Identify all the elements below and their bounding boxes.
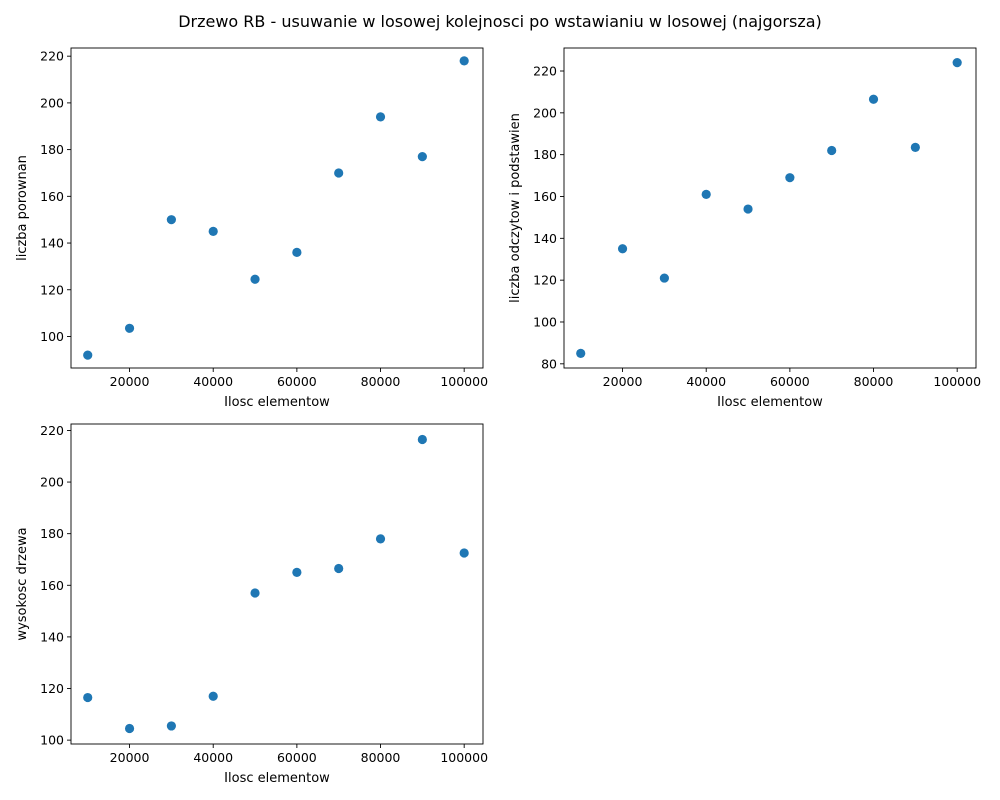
data-point: [868, 94, 879, 104]
data-point: [83, 692, 93, 703]
x-tick-label: 20000: [110, 374, 150, 389]
data-point: [375, 112, 386, 122]
y-axis-label: wysokosc drzewa: [15, 527, 30, 640]
x-tick-label: 80000: [361, 374, 401, 389]
data-point: [250, 588, 260, 598]
x-tick-label: 60000: [277, 750, 317, 765]
y-tick-label: 140: [40, 629, 64, 644]
data-point: [417, 434, 427, 445]
data-point: [617, 244, 628, 254]
y-tick-label: 180: [40, 526, 64, 541]
data-point: [292, 247, 302, 257]
y-tick-label: 220: [533, 64, 557, 79]
x-tick-label: 20000: [603, 374, 643, 389]
y-tick-label: 120: [40, 681, 64, 696]
y-tick-label: 140: [533, 231, 557, 246]
data-point: [785, 173, 795, 183]
data-point: [417, 152, 427, 162]
x-tick-label: 100000: [440, 750, 488, 765]
data-point: [375, 534, 386, 544]
x-tick-label: 100000: [933, 374, 981, 389]
x-tick-label: 40000: [193, 374, 233, 389]
y-tick-label: 160: [533, 189, 557, 204]
x-tick-label: 60000: [770, 374, 810, 389]
x-tick-label: 100000: [440, 374, 488, 389]
data-point: [827, 145, 837, 156]
x-tick-label: 20000: [110, 750, 150, 765]
x-tick-label: 60000: [277, 374, 317, 389]
data-point: [459, 548, 469, 558]
x-tick-label: 40000: [686, 374, 726, 389]
data-point: [208, 691, 218, 701]
y-tick-label: 140: [40, 236, 64, 251]
y-tick-label: 100: [40, 329, 64, 344]
y-tick-label: 200: [533, 105, 557, 120]
data-point: [250, 274, 260, 284]
y-tick-label: 180: [40, 142, 64, 157]
y-tick-label: 80: [541, 356, 557, 371]
axes-frame: [563, 47, 977, 369]
data-point: [576, 348, 586, 358]
data-point: [124, 723, 135, 734]
data-point: [208, 226, 218, 236]
x-axis-label: Ilosc elementow: [224, 395, 330, 410]
y-tick-label: 220: [40, 49, 64, 64]
x-tick-label: 80000: [854, 374, 894, 389]
y-tick-label: 160: [40, 578, 64, 593]
data-point: [292, 567, 302, 577]
x-tick-label: 40000: [193, 750, 233, 765]
y-tick-label: 120: [40, 282, 64, 297]
data-point: [83, 350, 93, 360]
y-tick-label: 160: [40, 189, 64, 204]
subplot-2: 20000 40000 60000 80000 100000 80 100 120 140 160…: [508, 47, 981, 410]
axes-frame: [70, 423, 484, 745]
figure-title: Drzewo RB - usuwanie w losowej kolejnosc…: [178, 12, 822, 31]
y-axis-label: liczba odczytow i podstawien: [508, 113, 523, 303]
data-point: [743, 204, 753, 214]
y-tick-label: 180: [533, 147, 557, 162]
data-point: [124, 323, 135, 333]
x-tick-label: 80000: [361, 750, 401, 765]
data-point: [334, 168, 344, 178]
data-point: [166, 215, 176, 225]
data-point: [334, 563, 344, 574]
y-tick-label: 120: [533, 273, 557, 288]
data-point: [701, 189, 711, 200]
y-tick-label: 200: [40, 95, 64, 110]
subplot-1: 20000 40000 60000 80000 100000 100 120 140 160 18…: [15, 47, 488, 410]
y-tick-label: 220: [40, 423, 64, 438]
data-point: [659, 273, 669, 283]
y-axis-label: liczba porownan: [15, 155, 30, 261]
y-tick-label: 100: [40, 733, 64, 748]
y-tick-label: 200: [40, 475, 64, 490]
x-axis-label: Ilosc elementow: [224, 771, 330, 786]
x-axis-label: Ilosc elementow: [717, 395, 823, 410]
subplot-3: 20000 40000 60000 80000 100000 100 120 140 160 18…: [15, 423, 488, 786]
data-point: [952, 58, 962, 68]
data-point: [166, 721, 176, 731]
data-point: [459, 56, 469, 66]
y-tick-label: 100: [533, 314, 557, 329]
data-point: [910, 142, 920, 152]
axes-frame: [70, 47, 484, 369]
